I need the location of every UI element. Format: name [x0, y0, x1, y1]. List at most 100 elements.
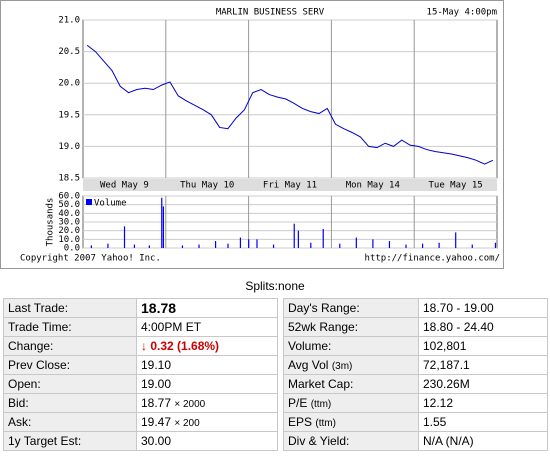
- quote-row: Avg Vol (3m) 72,187.1: [283, 355, 548, 375]
- quote-value: 30.00: [136, 431, 278, 451]
- y-tick-label: 20.0: [58, 79, 80, 89]
- y-tick-label: 10.0: [58, 235, 80, 245]
- volume-bar: [256, 239, 258, 248]
- value-text: 0.32 (1.68%): [150, 339, 220, 353]
- quote-table-left: Last Trade: 18.78 Trade Time: 4:00PM ET Chan…: [3, 298, 278, 451]
- quote-label: Trade Time:: [3, 317, 137, 337]
- y-tick-label: 50.0: [58, 200, 80, 210]
- label-text: 52wk Range:: [288, 320, 359, 334]
- quote-value: 18.78: [136, 298, 278, 318]
- volume-bar: [388, 241, 391, 248]
- volume-bar: [239, 237, 242, 248]
- quote-value: ↓ 0.32 (1.68%): [136, 336, 278, 356]
- quote-label: Last Trade:: [3, 298, 137, 318]
- quote-label: EPS (ttm): [283, 412, 419, 432]
- x-tick-label: Mon May 14: [346, 181, 400, 191]
- volume-bar: [494, 242, 497, 248]
- quote-row: Change: ↓ 0.32 (1.68%): [3, 336, 278, 356]
- volume-bar: [107, 243, 109, 248]
- label-text: Market Cap:: [288, 377, 354, 391]
- quote-label: Div & Yield:: [283, 431, 419, 451]
- label-text: Bid:: [8, 396, 29, 410]
- volume-bar: [123, 226, 126, 248]
- quote-label: Open:: [3, 374, 137, 394]
- quote-value: 230.26M: [418, 374, 548, 394]
- quote-value: 18.77 × 2000: [136, 393, 278, 413]
- quote-row: Day's Range: 18.70 - 19.00: [283, 298, 548, 318]
- label-text: Day's Range:: [288, 301, 360, 315]
- volume-bar: [322, 228, 324, 248]
- y-tick-label: 19.5: [58, 110, 80, 120]
- value-text: 12.12: [423, 396, 454, 410]
- volume-bar: [293, 223, 295, 248]
- chart-title: MARLIN BUSINESS SERV: [216, 8, 325, 18]
- volume-bar: [133, 244, 136, 248]
- quote-row: 52wk Range: 18.80 - 24.40: [283, 317, 548, 337]
- label-text: Avg Vol: [288, 358, 329, 372]
- copyright: Copyright 2007 Yahoo! Inc.: [20, 254, 161, 264]
- label-text: Div & Yield:: [288, 434, 350, 448]
- volume-bar: [297, 230, 299, 248]
- value-text: N/A (N/A): [423, 434, 474, 448]
- chart: MARLIN BUSINESS SERV 15-May 4:00pm Copyr…: [0, 0, 504, 269]
- quote-row: Volume: 102,801: [283, 336, 548, 356]
- value-text: 4:00PM ET: [141, 320, 202, 334]
- volume-bar: [161, 197, 163, 248]
- quote-row: Open: 19.00: [3, 374, 278, 394]
- label-text: Volume:: [288, 339, 332, 353]
- y-tick-label: 40.0: [58, 209, 80, 219]
- source-url: http://finance.yahoo.com/: [365, 254, 500, 264]
- quote-value: 19.47 × 200: [136, 412, 278, 432]
- label-text: EPS: [288, 415, 313, 429]
- value-text: 18.80 - 24.40: [423, 320, 494, 334]
- quote-value: 1.55: [418, 412, 548, 432]
- value-text: 102,801: [423, 339, 467, 353]
- value-text: 18.70 - 19.00: [423, 301, 494, 315]
- label-text: Change:: [8, 339, 54, 353]
- splits: Splits:none: [245, 279, 305, 293]
- quote-label: Market Cap:: [283, 374, 419, 394]
- label-text: Trade Time:: [8, 320, 72, 334]
- label-note: (ttm): [310, 399, 332, 410]
- quote-label: Change:: [3, 336, 137, 356]
- quote-value: 102,801: [418, 336, 548, 356]
- legend-swatch: [86, 199, 92, 205]
- volume-bar: [272, 244, 275, 248]
- size-text: × 200: [174, 418, 200, 429]
- plot-area: [82, 19, 498, 179]
- quote-value: 19.00: [136, 374, 278, 394]
- quote-value: 18.70 - 19.00: [418, 298, 548, 318]
- label-text: Ask:: [8, 415, 32, 429]
- quote-value: 4:00PM ET: [136, 317, 278, 337]
- price-line: [86, 44, 494, 165]
- quote-value: 18.80 - 24.40: [418, 317, 548, 337]
- x-tick-label: Tue May 15: [429, 181, 483, 191]
- volume-bar: [421, 243, 424, 248]
- quote-label: Avg Vol (3m): [283, 355, 419, 375]
- y-axis-label: Thousands: [46, 198, 56, 247]
- volume-bar: [248, 239, 250, 248]
- volume-bar: [438, 242, 440, 248]
- label-note: (3m): [331, 361, 353, 372]
- volume-bar: [181, 245, 184, 248]
- value-text: 72,187.1: [423, 358, 470, 372]
- size-text: × 2000: [174, 399, 206, 410]
- quote-table-right: Day's Range: 18.70 - 19.00 52wk Range: 18.8…: [283, 298, 548, 451]
- quote-row: Div & Yield: N/A (N/A): [283, 431, 548, 451]
- quote-label: Day's Range:: [283, 298, 419, 318]
- volume-bar: [471, 244, 473, 248]
- quote-label: Ask:: [3, 412, 137, 432]
- quote-label: Bid:: [3, 393, 137, 413]
- quote-label: 52wk Range:: [283, 317, 419, 337]
- volume-bar: [339, 243, 341, 248]
- value-text: 1.55: [423, 415, 447, 429]
- volume-bar: [148, 245, 150, 248]
- volume-bar: [214, 241, 217, 248]
- label-note: (ttm): [315, 418, 336, 429]
- value-text: 18.77: [141, 396, 172, 410]
- legend-label: Volume: [94, 199, 127, 209]
- quote-row: P/E (ttm) 12.12: [283, 393, 548, 413]
- date-band: [83, 179, 497, 191]
- value-text: 19.10: [141, 358, 172, 372]
- quote-value: N/A (N/A): [418, 431, 548, 451]
